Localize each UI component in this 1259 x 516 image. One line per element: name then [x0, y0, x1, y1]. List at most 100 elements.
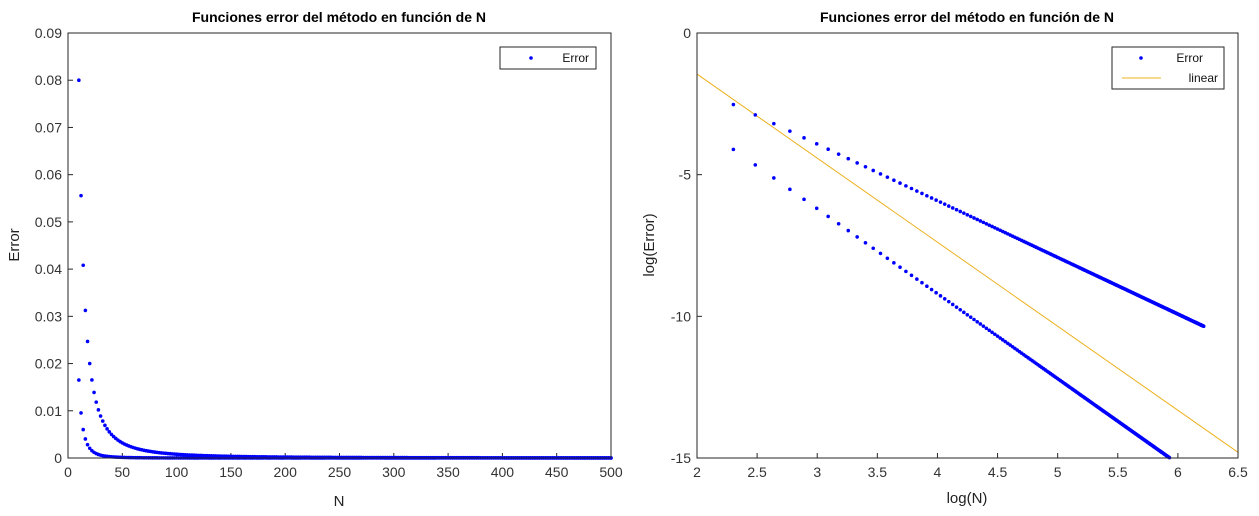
data-point [934, 198, 938, 202]
y-tick-label: 0.04 [35, 261, 62, 277]
data-point [96, 408, 101, 412]
data-point [942, 202, 947, 206]
data-point [972, 216, 976, 220]
y-tick-label: 0.06 [35, 167, 62, 183]
data-point [975, 319, 980, 324]
legend-box-left [499, 46, 597, 70]
data-point [990, 224, 994, 229]
data-point [814, 206, 819, 211]
data-point [753, 163, 758, 167]
chart-right: Funciones error del método en función de… [641, 9, 1248, 507]
data-point [814, 142, 819, 146]
data-point [929, 287, 934, 292]
data-point [863, 240, 868, 245]
x-tick-label: 250 [328, 464, 352, 480]
data-point [863, 165, 868, 169]
x-tick-label: 5 [1054, 464, 1062, 480]
data-point [904, 184, 908, 188]
data-point [802, 197, 806, 202]
data-point [987, 223, 992, 227]
x-tick-label: 500 [599, 464, 623, 480]
data-point [85, 442, 90, 447]
legend-right: Error linear [1111, 46, 1225, 90]
data-point [909, 273, 914, 278]
data-point [938, 294, 943, 298]
data-point [958, 307, 963, 312]
data-point [77, 378, 81, 382]
data-point [950, 206, 955, 210]
x-tick-label: 350 [436, 464, 460, 480]
axes-frame-left [67, 32, 612, 459]
data-point [878, 251, 883, 256]
data-point [909, 186, 914, 191]
legend-label-error-right: Error [1176, 51, 1203, 65]
data-point [993, 332, 997, 337]
x-tick-label: 200 [274, 464, 298, 480]
data-point [958, 209, 963, 214]
data-point [885, 175, 890, 179]
data-point [107, 430, 112, 434]
data-point [898, 181, 902, 185]
data-point [731, 102, 736, 107]
y-tick-label: 0.02 [35, 356, 62, 372]
y-tick-label: -5 [679, 167, 692, 183]
y-axis-label-right: log(Error) [641, 213, 658, 276]
y-tick-label: 0.01 [35, 403, 62, 419]
series-error-right [731, 102, 1206, 460]
plot-area-right [697, 33, 1238, 458]
x-axis-label-left: N [334, 493, 345, 510]
chart-left-title: Funciones error del método en función de… [192, 9, 486, 25]
data-point [836, 222, 841, 226]
data-point [802, 136, 806, 140]
data-point [984, 221, 989, 226]
data-point [954, 305, 959, 309]
x-tick-label: 4 [934, 464, 942, 480]
data-point [878, 172, 883, 176]
data-point [898, 265, 902, 270]
data-point [103, 423, 107, 428]
data-point [77, 78, 81, 83]
data-point [753, 113, 758, 117]
data-point [826, 214, 830, 219]
data-point [79, 411, 83, 415]
linear-fit-line [696, 73, 1239, 453]
x-tick-label: 2 [693, 464, 701, 480]
data-point [836, 152, 841, 156]
x-tick-label: 3.5 [868, 464, 888, 480]
y-tick-label: 0.05 [35, 214, 62, 230]
x-ticks-right: 2 2.5 3 3.5 4 4.5 5 5.5 6 6.5 [693, 453, 1248, 480]
x-tick-label: 150 [219, 464, 243, 480]
data-point [772, 176, 776, 180]
data-point [950, 302, 955, 307]
data-point [846, 156, 851, 161]
data-point [998, 336, 1002, 340]
data-point [946, 204, 951, 208]
chart-right-title: Funciones error del método en función de… [820, 9, 1114, 25]
data-point [892, 178, 896, 182]
series-linear-right [696, 73, 1239, 453]
data-point [962, 211, 966, 215]
data-point [98, 414, 103, 418]
legend-label-error-left: Error [562, 51, 589, 65]
data-point [990, 330, 994, 335]
data-point [92, 390, 96, 395]
y-tick-label: 0.03 [35, 308, 62, 324]
data-point [915, 189, 919, 193]
data-point [954, 207, 959, 212]
data-point [981, 324, 986, 328]
data-point [83, 308, 88, 313]
x-tick-label: 4.5 [988, 464, 1008, 480]
data-point [925, 193, 929, 198]
data-point [846, 228, 851, 233]
data-point [975, 217, 980, 222]
data-point [90, 378, 94, 382]
y-axis-label-left: Error [6, 228, 23, 261]
data-point [1000, 338, 1005, 342]
series-error-left [77, 78, 613, 460]
data-point [87, 446, 92, 451]
x-ticks-left: 0 50 100 150 200 250 300 350 400 450 500 [64, 453, 623, 480]
data-point [109, 432, 114, 437]
data-point [83, 437, 88, 441]
data-point [981, 220, 986, 225]
